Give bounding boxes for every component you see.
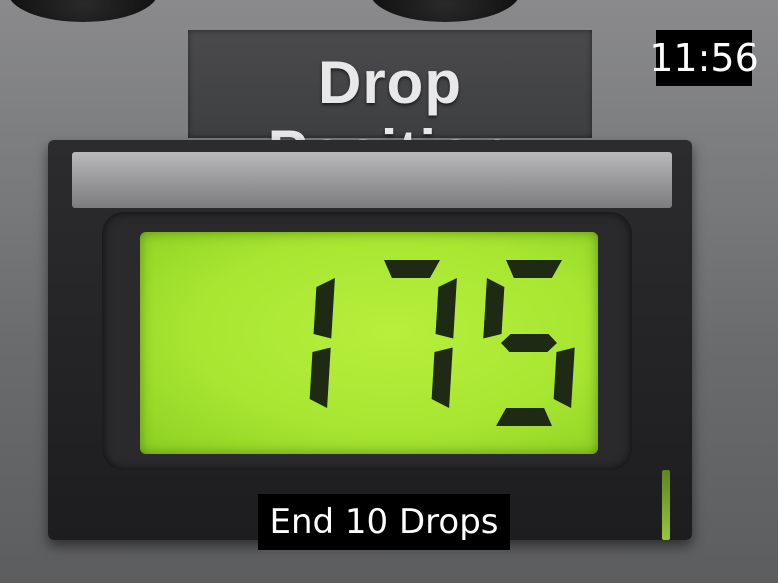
segment-b: [313, 278, 335, 339]
glow-strip: [662, 470, 670, 540]
top-right-knob: [370, 0, 520, 22]
digit: [483, 260, 575, 426]
seven-segment-readout: [309, 260, 575, 426]
lcd-screen: [140, 232, 598, 454]
segment-f: [483, 278, 505, 339]
segment-c: [431, 347, 453, 408]
segment-c: [309, 347, 331, 408]
segment-b: [435, 278, 457, 339]
segment-a: [384, 260, 440, 278]
segment-a: [506, 260, 562, 278]
bezel-highlight: [72, 152, 672, 208]
label-plate: Drop Position: [188, 30, 592, 185]
segment-g: [501, 334, 557, 352]
segment-d: [496, 408, 552, 426]
digit: [384, 260, 457, 408]
segment-c: [553, 347, 575, 408]
digit: [309, 278, 335, 408]
caption-text: End 10 Drops: [258, 494, 510, 550]
time-badge: 11:56: [649, 30, 759, 86]
top-left-knob: [8, 0, 158, 22]
